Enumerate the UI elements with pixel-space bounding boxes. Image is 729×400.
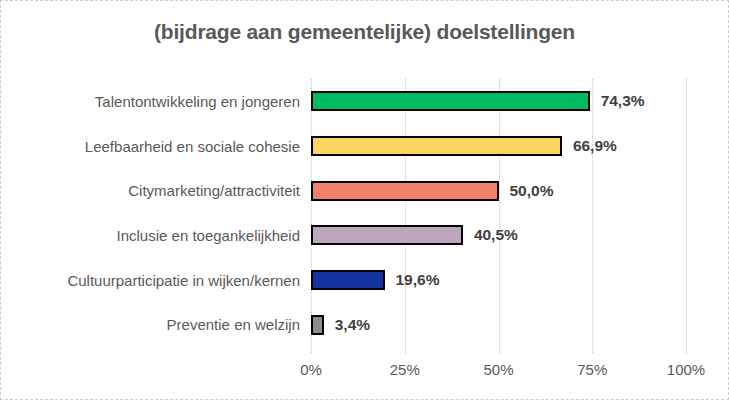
bar-row: Preventie en welzijn 3,4% [1,302,729,347]
category-label: Talentontwikkeling en jongeren [1,93,311,110]
bar-row: Citymarketing/attractiviteit 50,0% [1,168,729,213]
category-label: Citymarketing/attractiviteit [1,182,311,199]
bar-track: 19,6% [311,258,686,303]
data-label: 50,0% [510,182,554,200]
bar-track: 74,3% [311,79,686,124]
category-label: Preventie en welzijn [1,316,311,333]
category-label: Inclusie en toegankelijkheid [1,227,311,244]
bar-row: Leefbaarheid en sociale cohesie 66,9% [1,124,729,169]
bar-row: Cultuurparticipatie in wijken/kernen 19,6… [1,258,729,303]
x-tick-label: 75% [577,361,607,378]
x-tick-label: 0% [300,361,322,378]
chart-title: (bijdrage aan gemeentelijke) doelstellin… [1,20,728,44]
x-tick-label: 50% [483,361,513,378]
data-label: 40,5% [474,226,518,244]
bar-track: 3,4% [311,302,686,347]
bar[interactable] [311,136,562,156]
data-label: 66,9% [573,137,617,155]
category-label: Leefbaarheid en sociale cohesie [1,138,311,155]
bar-row: Inclusie en toegankelijkheid 40,5% [1,213,729,258]
bar[interactable] [311,315,324,335]
data-label: 74,3% [601,92,645,110]
data-label: 19,6% [396,271,440,289]
data-label: 3,4% [335,316,370,334]
bar-rows: Talentontwikkeling en jongeren 74,3% Leefb… [1,79,729,347]
bar[interactable] [311,91,590,111]
x-tick-label: 100% [667,361,705,378]
bar[interactable] [311,225,463,245]
bar-row: Talentontwikkeling en jongeren 74,3% [1,79,729,124]
bar-track: 50,0% [311,168,686,213]
bar-track: 66,9% [311,124,686,169]
bar[interactable] [311,270,385,290]
x-tick-label: 25% [390,361,420,378]
category-label: Cultuurparticipatie in wijken/kernen [1,272,311,289]
bar[interactable] [311,181,499,201]
x-axis: 0%25%50%75%100% [311,361,686,383]
bar-track: 40,5% [311,213,686,258]
bar-chart: (bijdrage aan gemeentelijke) doelstellin… [0,0,729,400]
